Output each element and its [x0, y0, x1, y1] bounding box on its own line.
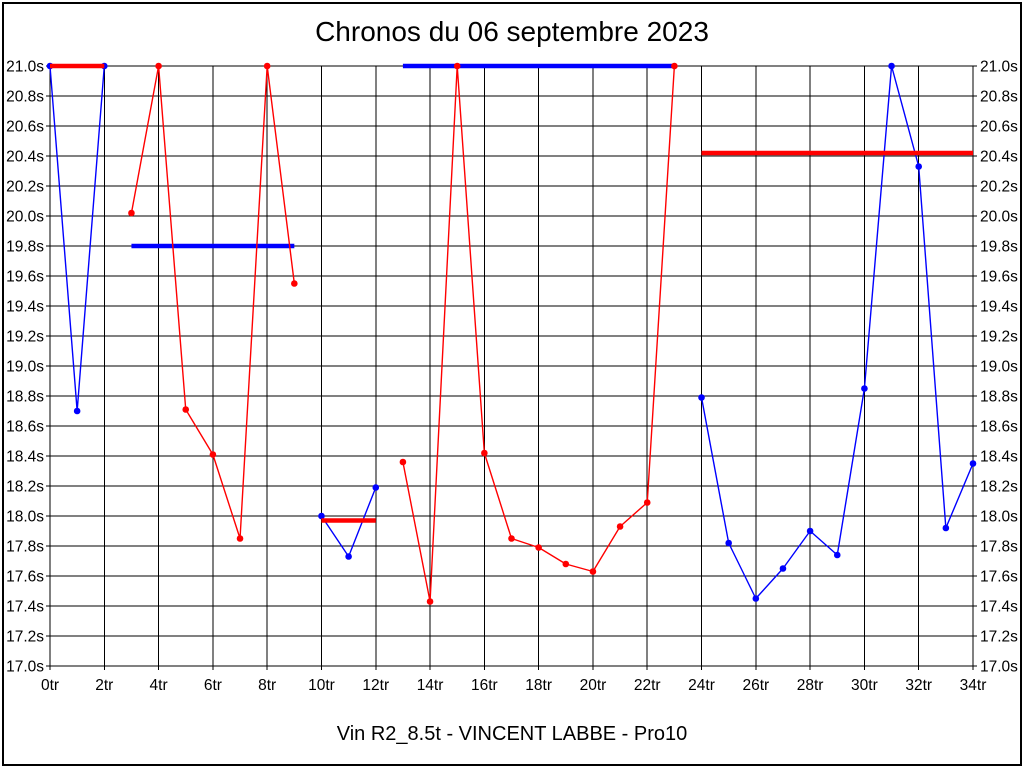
y-tick-label-left: 19.2s [6, 329, 44, 346]
driver-blue-data-point [915, 163, 923, 170]
x-tick-label: 28tr [797, 677, 824, 694]
x-tick-label: 30tr [851, 677, 878, 694]
driver-blue-data-point [806, 527, 814, 535]
driver-blue-data-point [345, 553, 352, 560]
driver-blue-data-point [372, 484, 380, 491]
y-tick-label-left: 20.0s [6, 209, 44, 226]
y-tick-label-left: 17.2s [6, 629, 44, 646]
y-tick-label-right: 19.4s [980, 299, 1018, 316]
driver-blue-data-point [888, 62, 895, 70]
chart-footer: Vin R2_8.5t - VINCENT LABBE - Pro10 [336, 723, 688, 745]
driver-blue-stint-line [700, 65, 974, 600]
driver-blue-data-point [969, 460, 977, 467]
y-tick-label-right: 20.0s [980, 209, 1018, 226]
driver-red-data-point [236, 535, 244, 542]
driver-blue-data-point [942, 524, 950, 532]
y-tick-label-left: 19.8s [6, 239, 44, 256]
y-tick-label-left: 18.8s [6, 389, 44, 406]
y-tick-label-left: 21.0s [6, 59, 44, 76]
x-tick-label: 6tr [204, 677, 222, 694]
driver-red-data-point [616, 523, 624, 530]
y-tick-label-left: 19.4s [6, 299, 44, 316]
y-tick-label-left: 20.6s [6, 119, 44, 136]
y-tick-label-right: 18.4s [980, 449, 1018, 466]
driver-blue-data-point [833, 551, 841, 559]
driver-blue-data-point [698, 394, 705, 401]
y-tick-label-left: 17.0s [6, 659, 44, 676]
x-tick-label: 18tr [525, 677, 552, 694]
y-tick-label-right: 18.2s [980, 479, 1018, 496]
driver-red-data-point [508, 535, 515, 542]
x-tick-label: 8tr [258, 677, 276, 694]
x-tick-label: 2tr [95, 677, 113, 694]
y-tick-label-left: 20.2s [6, 179, 44, 196]
y-tick-label-right: 19.2s [980, 329, 1018, 346]
y-tick-label-left: 18.4s [6, 449, 44, 466]
driver-red-data-point [643, 499, 651, 506]
y-tick-label-right: 19.0s [980, 359, 1018, 376]
driver-red-data-point [589, 568, 597, 575]
y-tick-label-right: 18.0s [980, 509, 1018, 526]
y-tick-label-left: 18.0s [6, 509, 44, 526]
x-tick-label: 22tr [634, 677, 661, 694]
y-tick-label-right: 18.8s [980, 389, 1018, 406]
x-tick-label: 34tr [960, 677, 987, 694]
y-tick-label-left: 19.6s [6, 269, 44, 286]
driver-blue-data-point [752, 595, 760, 602]
x-tick-label: 26tr [742, 677, 769, 694]
y-tick-label-left: 18.2s [6, 479, 44, 496]
driver-red-data-point [535, 544, 542, 551]
y-tick-label-right: 21.0s [980, 59, 1018, 76]
driver-blue-data-point [318, 512, 325, 520]
y-tick-label-right: 17.8s [980, 539, 1018, 556]
driver-red-data-point [399, 458, 407, 466]
x-tick-label: 20tr [580, 677, 607, 694]
driver-red-data-point [481, 449, 488, 457]
y-tick-label-right: 17.2s [980, 629, 1018, 646]
x-tick-label: 14tr [417, 677, 444, 694]
driver-red-data-point [562, 560, 570, 568]
x-tick-label: 16tr [471, 677, 498, 694]
y-tick-label-right: 17.6s [980, 569, 1018, 586]
driver-red-data-point [128, 209, 135, 217]
driver-blue-data-point [725, 539, 732, 547]
y-tick-label-left: 17.4s [6, 599, 44, 616]
driver-red-data-point [671, 62, 678, 70]
x-tick-label: 12tr [362, 677, 389, 694]
y-tick-label-left: 19.0s [6, 359, 44, 376]
driver-red-data-point [291, 280, 298, 287]
y-tick-label-right: 19.6s [980, 269, 1018, 286]
y-tick-label-left: 17.8s [6, 539, 44, 556]
x-tick-label: 32tr [905, 677, 932, 694]
driver-blue-data-point [73, 407, 81, 415]
x-tick-label: 4tr [150, 677, 168, 694]
y-tick-label-right: 20.6s [980, 119, 1018, 136]
driver-blue-data-point [861, 385, 868, 392]
x-tick-label: 24tr [688, 677, 715, 694]
driver-red-data-point [155, 62, 162, 70]
y-tick-label-right: 20.4s [980, 149, 1018, 166]
y-tick-label-right: 19.8s [980, 239, 1018, 256]
driver-red-data-point [182, 406, 190, 413]
chart-title: Chronos du 06 septembre 2023 [315, 16, 709, 47]
y-tick-label-left: 20.4s [6, 149, 44, 166]
driver-blue-stint-line [49, 65, 105, 412]
y-tick-label-right: 17.0s [980, 659, 1018, 676]
driver-red-data-point [426, 598, 434, 605]
driver-red-data-point [209, 451, 217, 458]
x-tick-label: 0tr [41, 677, 59, 694]
y-tick-label-right: 20.8s [980, 89, 1018, 106]
driver-blue-data-point [779, 565, 787, 572]
y-tick-label-right: 18.6s [980, 419, 1018, 436]
y-tick-label-right: 17.4s [980, 599, 1018, 616]
y-tick-label-right: 20.2s [980, 179, 1018, 196]
y-tick-label-left: 18.6s [6, 419, 44, 436]
y-tick-label-left: 20.8s [6, 89, 44, 106]
y-tick-label-left: 17.6s [6, 569, 44, 586]
x-tick-label: 10tr [308, 677, 335, 694]
driver-red-data-point [263, 62, 271, 70]
driver-red-data-point [453, 62, 461, 70]
